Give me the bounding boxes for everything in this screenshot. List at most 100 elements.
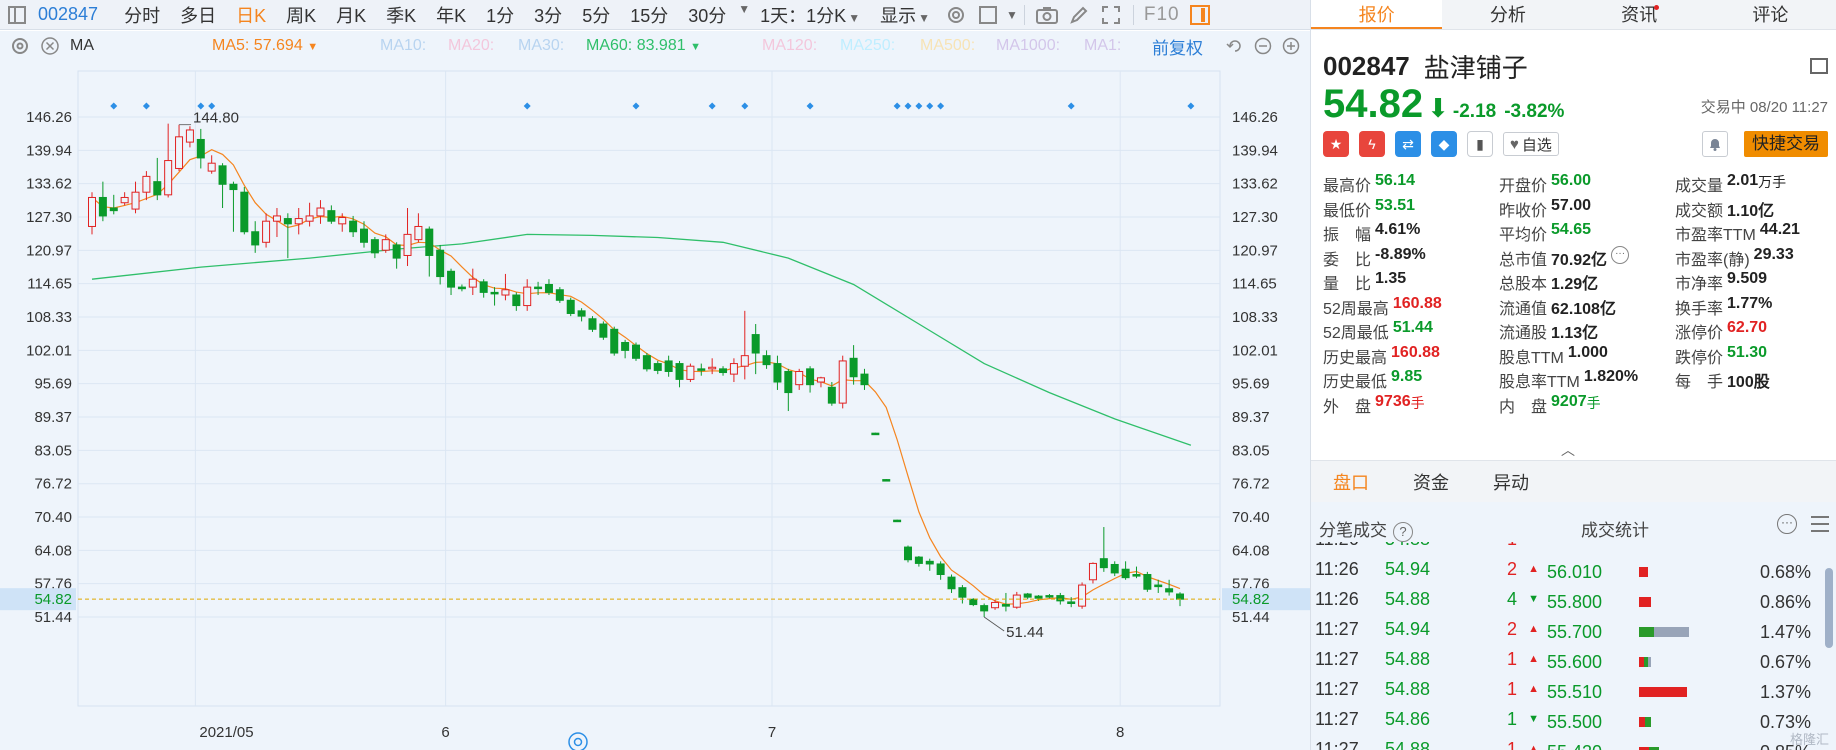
- bell-icon[interactable]: [1702, 131, 1728, 157]
- scrollbar[interactable]: [1825, 568, 1833, 648]
- more-options-icon[interactable]: ···: [1777, 514, 1797, 534]
- candle-body: [697, 368, 706, 371]
- period-select[interactable]: 1天：1分K ▼: [760, 5, 861, 26]
- layout-icon[interactable]: [975, 2, 1001, 28]
- ma-type-label[interactable]: MA: [70, 37, 94, 54]
- panel-tab[interactable]: 报价: [1311, 0, 1443, 29]
- period-tab[interactable]: 日K: [236, 5, 267, 26]
- more-icon[interactable]: ···: [1611, 245, 1630, 264]
- panel-tab[interactable]: 分析: [1489, 5, 1526, 25]
- reset-icon[interactable]: [1226, 37, 1244, 55]
- event-marker-icon[interactable]: [208, 102, 216, 110]
- stock-code[interactable]: 002847: [38, 4, 99, 24]
- period-tab[interactable]: 季K: [386, 5, 417, 26]
- y-tick-label-left: 95.69: [34, 376, 72, 393]
- draw-pen-icon[interactable]: [1066, 2, 1092, 28]
- at-sign-icon[interactable]: [568, 732, 588, 750]
- period-tab[interactable]: 周K: [286, 5, 317, 26]
- event-marker-icon[interactable]: [893, 102, 901, 110]
- detail-subtab[interactable]: 资金: [1413, 472, 1449, 493]
- candle-body: [272, 215, 281, 222]
- display-menu[interactable]: 显示 ▼: [880, 5, 930, 26]
- candle-body: [860, 373, 869, 386]
- event-marker-icon[interactable]: [708, 102, 716, 110]
- event-marker-icon[interactable]: [937, 102, 945, 110]
- panel-tab[interactable]: 评论: [1752, 5, 1789, 25]
- stat-item: 最高价 56.14: [1323, 172, 1416, 195]
- chevron-down-icon[interactable]: ▼: [738, 1, 751, 16]
- lightning-icon[interactable]: ϟ: [1359, 131, 1385, 157]
- quote-panel: 报价 分析 资讯 评论 002847 盐津铺子 54.82 ⬇ -2.18 -3.82…: [1310, 0, 1836, 750]
- detail-subtab[interactable]: 盘口: [1333, 472, 1369, 493]
- candle-body: [1154, 584, 1163, 588]
- stat-item: 量 比 1.35: [1323, 270, 1407, 293]
- event-marker-icon[interactable]: [1067, 102, 1075, 110]
- event-marker-icon[interactable]: [197, 102, 205, 110]
- gear-icon[interactable]: [10, 36, 30, 56]
- event-marker-icon[interactable]: [110, 102, 118, 110]
- sidebar-toggle-icon[interactable]: [8, 5, 26, 24]
- y-tick-label-right: 76.72: [1232, 476, 1270, 493]
- period-tab[interactable]: 15分: [630, 5, 669, 26]
- stat-item: 最低价 53.51: [1323, 196, 1416, 220]
- adjust-mode-button[interactable]: 前复权: [1152, 38, 1203, 58]
- zoom-out-icon[interactable]: [1254, 37, 1272, 55]
- settings-icon[interactable]: [943, 2, 969, 28]
- detail-subtab[interactable]: 异动: [1493, 472, 1529, 493]
- tick-row: 11:27 54.94 2 ▲: [1315, 618, 1539, 639]
- candle-body: [795, 370, 804, 386]
- candlestick-chart[interactable]: 146.26 146.26 139.94 139.94 133.62 133.62 127.…: [0, 61, 1310, 750]
- fullscreen-icon[interactable]: [1098, 2, 1124, 28]
- event-marker-icon[interactable]: [915, 102, 923, 110]
- candle-body: [88, 196, 96, 227]
- f10-button[interactable]: F10: [1143, 3, 1180, 25]
- tag-icon[interactable]: ◆: [1431, 131, 1457, 157]
- menu-icon[interactable]: [1810, 58, 1828, 74]
- x-tick-label: 2021/05: [199, 724, 253, 741]
- quick-trade-button[interactable]: 快捷交易: [1744, 131, 1828, 157]
- period-tab[interactable]: 分时: [124, 5, 161, 26]
- period-tab[interactable]: 1分: [486, 5, 515, 26]
- candle-body: [327, 210, 336, 222]
- event-marker-icon[interactable]: [926, 102, 934, 110]
- candle-body: [436, 249, 445, 278]
- camera-icon[interactable]: [1034, 2, 1060, 28]
- period-tab[interactable]: 3分: [534, 5, 563, 26]
- event-marker-icon[interactable]: [741, 102, 749, 110]
- event-marker-icon[interactable]: [523, 102, 531, 110]
- stat-item: 开盘价 56.00: [1499, 172, 1592, 195]
- arrow-up-icon: ▲: [1528, 542, 1539, 545]
- candle-body: [871, 432, 880, 436]
- candle-body: [229, 183, 238, 191]
- candle-body: [544, 283, 553, 293]
- help-icon[interactable]: ?: [1393, 522, 1413, 542]
- ma5-value: MA5: 57.694 ▼: [212, 37, 319, 54]
- event-marker-icon[interactable]: [632, 102, 640, 110]
- zoom-in-icon[interactable]: [1282, 37, 1300, 55]
- volume-stats-list[interactable]: 56.010 0.68% 55.800 0.86% 55.700 1.47% 55.600 0…: [1547, 557, 1817, 750]
- close-icon[interactable]: [40, 36, 60, 56]
- bookmark-icon[interactable]: ▮: [1467, 131, 1493, 157]
- chevron-down-icon[interactable]: ▼: [1005, 7, 1018, 22]
- period-tab[interactable]: 5分: [582, 5, 611, 26]
- collapse-chevron-icon[interactable]: ︿: [1561, 442, 1575, 458]
- tick-row: 11:27 54.88 1 ▲: [1315, 678, 1539, 699]
- period-tab[interactable]: 月K: [336, 5, 367, 26]
- list-icon[interactable]: [1811, 516, 1829, 532]
- trade-detail-area: 分笔成交? 成交统计 ··· 11:2654.881▲11:2654.942▲1…: [1311, 502, 1836, 750]
- candle-body: [1012, 594, 1021, 608]
- event-marker-icon[interactable]: [904, 102, 912, 110]
- event-marker-icon[interactable]: [142, 102, 150, 110]
- add-favorite-button[interactable]: ♥ 自选: [1503, 132, 1559, 156]
- china-flag-icon[interactable]: ★: [1323, 131, 1349, 157]
- period-tab[interactable]: 年K: [436, 5, 467, 26]
- panel-toggle-icon[interactable]: [1189, 4, 1210, 25]
- event-marker-icon[interactable]: [1187, 102, 1195, 110]
- period-tab[interactable]: 多日: [180, 5, 217, 26]
- panel-tab[interactable]: 资讯: [1621, 5, 1659, 25]
- shuffle-icon[interactable]: ⇄: [1395, 131, 1421, 157]
- event-marker-icon[interactable]: [806, 102, 814, 110]
- period-tab[interactable]: 30分: [688, 5, 727, 26]
